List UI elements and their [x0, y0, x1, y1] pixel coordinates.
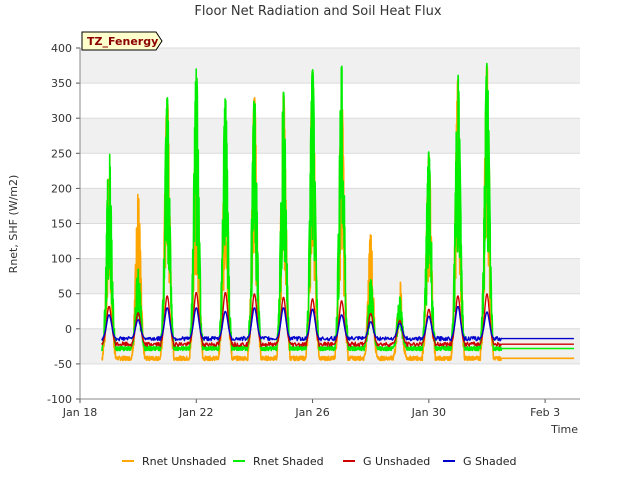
x-tick-label: Feb 3 [530, 406, 560, 419]
y-tick-label: 250 [51, 147, 72, 160]
legend-label: Rnet Unshaded [142, 455, 226, 468]
grid-band [80, 188, 580, 224]
y-tick-label: 50 [58, 288, 72, 301]
chart-title: Floor Net Radiation and Soil Heat Flux [194, 4, 441, 19]
legend-label: Rnet Shaded [253, 455, 324, 468]
x-tick-label: Jan 18 [62, 406, 97, 419]
grid-band [80, 48, 580, 84]
series-line-rnet-shaded [101, 62, 575, 352]
y-tick-label: 400 [51, 42, 72, 55]
y-tick-label: -100 [47, 393, 72, 406]
y-tick-label: 100 [51, 253, 72, 266]
legend-item: G Unshaded [343, 455, 430, 468]
legend-item: Rnet Shaded [233, 455, 324, 468]
legend-label: G Unshaded [363, 455, 430, 468]
grid-band [80, 258, 580, 294]
x-axis: Jan 18 Jan 22 Jan 26 Jan 30 Feb 3 [62, 398, 580, 419]
x-axis-label: Time [550, 423, 578, 436]
legend-label: G Shaded [463, 455, 516, 468]
x-tick-label: Jan 30 [411, 406, 446, 419]
series-line-g-shaded [101, 305, 574, 342]
y-tick-label: 150 [51, 218, 72, 231]
y-tick-label: -50 [54, 358, 72, 371]
site-tag: TZ_Fenergy [81, 31, 163, 51]
y-tick-label: 200 [51, 182, 72, 195]
y-tick-label: 350 [51, 77, 72, 90]
x-tick-label: Jan 22 [178, 406, 213, 419]
y-axis-label: Rnet, SHF (W/m2) [7, 175, 20, 274]
legend-item: G Shaded [443, 455, 516, 468]
plot-area [80, 47, 580, 400]
legend-item: Rnet Unshaded [122, 455, 226, 468]
x-tick-label: Jan 26 [294, 406, 329, 419]
legend: Rnet Unshaded Rnet Shaded G Unshaded G Shad… [122, 455, 516, 468]
y-tick-label: 300 [51, 112, 72, 125]
y-axis: -100 -50 0 50 100 150 200 250 300 350 400 [47, 42, 81, 406]
grid-band [80, 118, 580, 154]
site-tag-label: TZ_Fenergy [87, 35, 158, 48]
y-tick-label: 0 [65, 323, 72, 336]
